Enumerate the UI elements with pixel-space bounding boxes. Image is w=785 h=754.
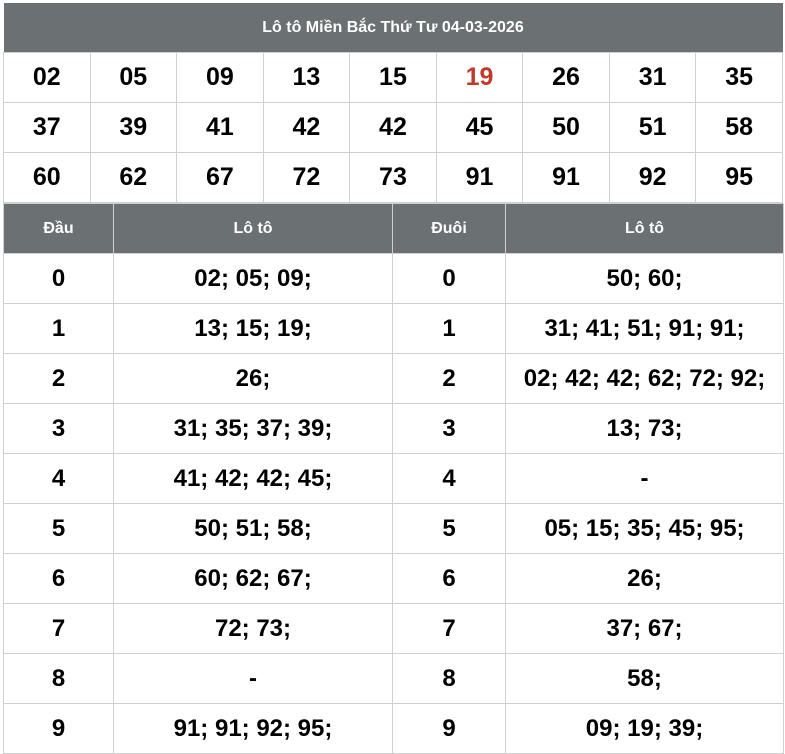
dau-loto-cell: 41; 42; 42; 45; — [113, 453, 393, 504]
table-row: 6 60; 62; 67; 6 26; — [3, 553, 784, 604]
duoi-cell: 8 — [392, 653, 506, 704]
number-cell: 13 — [262, 52, 351, 103]
dau-cell: 8 — [3, 653, 114, 704]
table-row: 5 50; 51; 58; 5 05; 15; 35; 45; 95; — [3, 503, 784, 554]
number-cell: 31 — [608, 52, 697, 103]
dau-cell: 2 — [3, 353, 114, 404]
header-duoi: Đuôi — [392, 203, 506, 254]
duoi-cell: 5 — [392, 503, 506, 554]
numbers-table: Lô tô Miền Bắc Thứ Tư 04-03-2026 02 05 09 1… — [3, 3, 783, 203]
loto-results: Lô tô Miền Bắc Thứ Tư 04-03-2026 02 05 09 1… — [3, 3, 784, 754]
duoi-cell: 2 — [392, 353, 506, 404]
number-cell: 91 — [435, 152, 524, 203]
number-cell: 41 — [176, 102, 264, 153]
number-cell: 15 — [349, 52, 437, 103]
dau-loto-cell: 31; 35; 37; 39; — [113, 403, 393, 454]
number-cell: 51 — [608, 102, 697, 153]
dau-cell: 5 — [3, 503, 114, 554]
duoi-loto-cell: 02; 42; 42; 62; 72; 92; — [505, 353, 784, 404]
dau-loto-cell: 50; 51; 58; — [113, 503, 393, 554]
head-tail-table: Đầu Lô tô Đuôi Lô tô 0 02; 05; 09; 0 50; 60… — [3, 203, 784, 754]
number-cell: 50 — [522, 102, 610, 153]
duoi-cell: 3 — [392, 403, 506, 454]
table-row: 7 72; 73; 7 37; 67; — [3, 603, 784, 654]
duoi-loto-cell: - — [505, 453, 784, 504]
dau-loto-cell: 60; 62; 67; — [113, 553, 393, 604]
dau-loto-cell: 72; 73; — [113, 603, 393, 654]
duoi-cell: 6 — [392, 553, 506, 604]
duoi-loto-cell: 31; 41; 51; 91; 91; — [505, 303, 784, 354]
table-row: 0 02; 05; 09; 0 50; 60; — [3, 253, 784, 304]
dau-loto-cell: 26; — [113, 353, 393, 404]
duoi-cell: 4 — [392, 453, 506, 504]
number-cell: 92 — [608, 152, 697, 203]
number-cell: 73 — [349, 152, 437, 203]
duoi-loto-cell: 13; 73; — [505, 403, 784, 454]
number-row: 02 05 09 13 15 19 26 31 35 — [3, 52, 783, 103]
dau-cell: 1 — [3, 303, 114, 354]
number-cell: 60 — [3, 152, 91, 203]
number-cell: 67 — [176, 152, 264, 203]
number-cell: 58 — [695, 102, 783, 153]
header-loto-duoi: Lô tô — [505, 203, 784, 254]
duoi-cell: 7 — [392, 603, 506, 654]
table-title: Lô tô Miền Bắc Thứ Tư 04-03-2026 — [3, 3, 783, 53]
number-cell: 09 — [176, 52, 264, 103]
number-cell: 91 — [522, 152, 610, 203]
table-row: 4 41; 42; 42; 45; 4- — [3, 453, 784, 504]
duoi-cell: 9 — [392, 703, 506, 754]
number-cell: 42 — [349, 102, 437, 153]
dau-cell: 4 — [3, 453, 114, 504]
number-row: 37 39 41 42 42 45 50 51 58 — [3, 102, 783, 153]
table-row: 8-8 58; — [3, 653, 784, 704]
number-cell: 26 — [522, 52, 610, 103]
duoi-cell: 1 — [392, 303, 506, 354]
number-row: 60 62 67 72 73 91 91 92 95 — [3, 152, 783, 203]
table-row: 1 13; 15; 19; 1 31; 41; 51; 91; 91; — [3, 303, 784, 354]
dau-cell: 9 — [3, 703, 114, 754]
dau-cell: 7 — [3, 603, 114, 654]
dau-cell: 6 — [3, 553, 114, 604]
duoi-loto-cell: 37; 67; — [505, 603, 784, 654]
number-cell: 05 — [89, 52, 178, 103]
number-cell: 72 — [262, 152, 351, 203]
number-cell: 45 — [435, 102, 524, 153]
header-dau: Đầu — [3, 203, 114, 254]
number-cell: 02 — [3, 52, 91, 103]
number-cell: 19 — [435, 52, 524, 103]
number-cell: 35 — [695, 52, 783, 103]
number-cell: 42 — [262, 102, 351, 153]
dau-loto-cell: - — [113, 653, 393, 704]
number-cell: 37 — [3, 102, 91, 153]
dau-loto-cell: 91; 91; 92; 95; — [113, 703, 393, 754]
dau-loto-cell: 02; 05; 09; — [113, 253, 393, 304]
duoi-loto-cell: 58; — [505, 653, 784, 704]
dau-cell: 0 — [3, 253, 114, 304]
dau-cell: 3 — [3, 403, 114, 454]
table-row: 3 31; 35; 37; 39; 3 13; 73; — [3, 403, 784, 454]
duoi-loto-cell: 50; 60; — [505, 253, 784, 304]
duoi-loto-cell: 05; 15; 35; 45; 95; — [505, 503, 784, 554]
number-cell: 95 — [695, 152, 783, 203]
table-row: 9 91; 91; 92; 95; 9 09; 19; 39; — [3, 703, 784, 754]
header-loto-dau: Lô tô — [113, 203, 393, 254]
number-cell: 62 — [89, 152, 178, 203]
duoi-loto-cell: 09; 19; 39; — [505, 703, 784, 754]
number-cell: 39 — [89, 102, 178, 153]
dau-loto-cell: 13; 15; 19; — [113, 303, 393, 354]
table-row: 2 26; 2 02; 42; 42; 62; 72; 92; — [3, 353, 784, 404]
duoi-loto-cell: 26; — [505, 553, 784, 604]
duoi-cell: 0 — [392, 253, 506, 304]
